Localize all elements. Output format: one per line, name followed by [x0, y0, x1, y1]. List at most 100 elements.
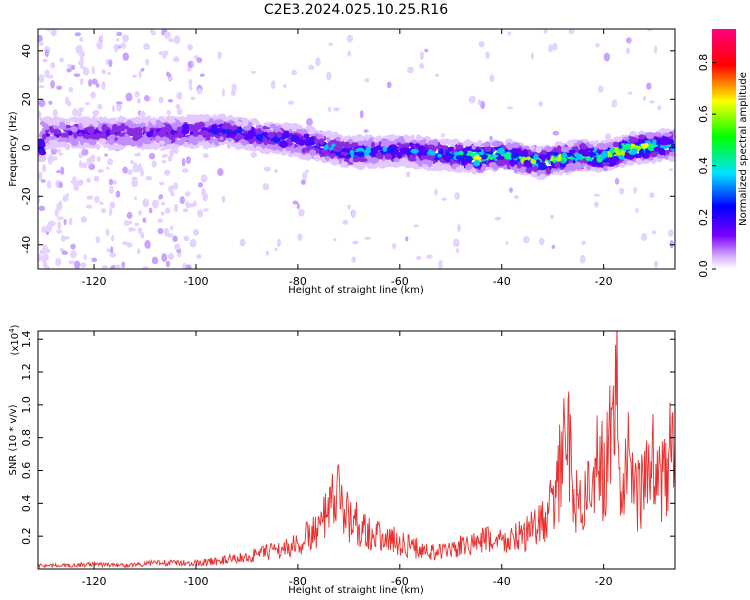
- heatmap-cell: [437, 153, 442, 158]
- snr-x-label: Height of straight line (km): [288, 585, 424, 596]
- heatmap-cell: [618, 136, 623, 141]
- heatmap-cell: [42, 58, 48, 63]
- heatmap-cell: [48, 156, 53, 165]
- heatmap-cell: [604, 142, 610, 149]
- heatmap-cell: [347, 153, 352, 159]
- heatmap-cell: [242, 124, 252, 131]
- heatmap-cell: [136, 97, 141, 104]
- heatmap-cell: [140, 67, 145, 72]
- heatmap-cell: [38, 98, 46, 108]
- heatmap-cell: [338, 154, 345, 159]
- heatmap-cell: [200, 174, 208, 183]
- heatmap-cell: [187, 60, 193, 69]
- heatmap-cell: [38, 74, 45, 83]
- heatmap-cell: [189, 202, 196, 208]
- heatmap-cell: [201, 187, 206, 197]
- heatmap-cell: [50, 221, 57, 226]
- heatmap-cell: [387, 146, 395, 153]
- heatmap-cell: [188, 78, 193, 87]
- heatmap-cell: [446, 164, 452, 171]
- heatmap-cell: [97, 116, 105, 122]
- heatmap-cell: [648, 100, 655, 104]
- heatmap-cell: [165, 260, 171, 268]
- heatmap-cell: [179, 116, 186, 123]
- heatmap-cell: [638, 134, 646, 140]
- heatmap-cell: [488, 161, 497, 168]
- heatmap-cell: [166, 71, 170, 77]
- heatmap-cell: [503, 152, 511, 160]
- heatmap-cell: [301, 147, 307, 154]
- heatmap-cell: [165, 138, 172, 145]
- heatmap-cell: [223, 139, 230, 145]
- heatmap-cell: [116, 38, 120, 42]
- heatmap-cell: [144, 95, 150, 102]
- heatmap-cell: [532, 165, 538, 173]
- heatmap-cell: [652, 139, 657, 146]
- heatmap-cell: [73, 132, 78, 139]
- heatmap-cell: [219, 136, 224, 141]
- heatmap-cell: [56, 216, 64, 221]
- heatmap-cell: [365, 156, 372, 163]
- heatmap-cell: [64, 236, 70, 240]
- heatmap-cell: [77, 110, 83, 117]
- heatmap-cell: [668, 151, 675, 157]
- heatmap-cell: [276, 131, 282, 139]
- heatmap-cell: [170, 190, 175, 197]
- heatmap-cell: [159, 129, 165, 138]
- heatmap-cell: [282, 84, 287, 89]
- y-tick-label: 1.0: [20, 396, 33, 414]
- heatmap-cell: [115, 190, 121, 198]
- heatmap-cell: [642, 96, 647, 101]
- heatmap-cell: [88, 163, 96, 171]
- heatmap-cell: [319, 138, 325, 145]
- heatmap-cell: [535, 145, 542, 154]
- heatmap-cell: [105, 228, 110, 237]
- heatmap-cell: [480, 100, 486, 110]
- heatmap-cell: [111, 124, 118, 131]
- heatmap-cell: [382, 146, 388, 152]
- heatmap-cell: [530, 170, 538, 178]
- heatmap-cell: [40, 179, 46, 183]
- heatmap-cell: [320, 148, 326, 154]
- colorbar-tick-label: 0.8: [697, 54, 710, 72]
- heatmap-cell: [46, 180, 52, 189]
- x-tick-label: -20: [595, 275, 613, 288]
- heatmap-cell: [262, 183, 270, 191]
- heatmap-cell: [377, 161, 384, 166]
- y-tick-label: 0.8: [20, 429, 33, 447]
- heatmap-cell: [405, 236, 409, 242]
- heatmap-cell: [533, 153, 539, 161]
- colorbar-tick-label: 0.4: [697, 157, 710, 175]
- spectrogram-y-label: Frequency (Hz): [8, 111, 19, 187]
- heatmap-cell: [665, 128, 670, 134]
- heatmap-cell: [73, 260, 81, 269]
- heatmap-cell: [78, 123, 83, 131]
- heatmap-cell: [110, 246, 114, 256]
- heatmap-cell: [77, 179, 83, 185]
- heatmap-cell: [142, 217, 147, 223]
- heatmap-cell: [46, 29, 51, 32]
- heatmap-cell: [95, 132, 101, 138]
- heatmap-cell: [468, 95, 476, 104]
- heatmap-cell: [148, 207, 153, 214]
- heatmap-cell: [66, 68, 72, 73]
- heatmap-cell: [263, 147, 272, 155]
- heatmap-cell: [265, 250, 270, 256]
- x-tick-label: -80: [289, 275, 307, 288]
- heatmap-cell: [99, 201, 104, 206]
- heatmap-cell: [554, 161, 560, 168]
- heatmap-cell: [106, 166, 110, 170]
- heatmap-cell: [92, 109, 100, 116]
- heatmap-cell: [296, 203, 300, 210]
- heatmap-cell: [182, 208, 189, 213]
- heatmap-cell: [453, 238, 460, 248]
- heatmap-cell: [607, 165, 613, 171]
- heatmap-cell: [75, 117, 84, 122]
- heatmap-cell: [407, 66, 414, 74]
- heatmap-cell: [168, 38, 175, 43]
- heatmap-cell: [52, 156, 58, 161]
- heatmap-cell: [363, 129, 369, 133]
- heatmap-cell: [250, 151, 258, 158]
- heatmap-cell: [276, 238, 281, 247]
- heatmap-cell: [58, 181, 63, 189]
